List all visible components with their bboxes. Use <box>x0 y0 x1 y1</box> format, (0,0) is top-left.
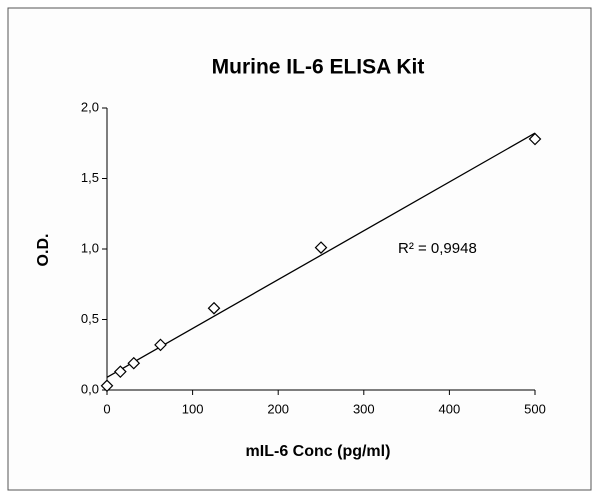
data-point <box>154 338 167 352</box>
data-point <box>100 379 114 393</box>
x-tick-label: 0 <box>103 401 110 416</box>
y-tick-label: 0,5 <box>81 311 99 326</box>
data-point <box>114 365 127 379</box>
y-tick-label: 2,0 <box>81 99 99 114</box>
chart-title: Murine IL-6 ELISA Kit <box>212 56 425 79</box>
y-axis-title: O.D. <box>35 234 52 267</box>
data-point <box>127 356 141 370</box>
data-point <box>528 132 542 146</box>
y-tick-label: 0,0 <box>81 381 99 396</box>
x-tick-label: 500 <box>524 401 546 416</box>
data-point <box>314 241 328 254</box>
r-squared-annotation: R² = 0,9948 <box>398 240 477 257</box>
x-tick-label: 400 <box>439 401 461 416</box>
trendline <box>106 132 536 378</box>
x-axis-title: mIL-6 Conc (pg/ml) <box>246 443 391 460</box>
y-tick-label: 1,0 <box>81 240 99 255</box>
x-tick-label: 100 <box>182 401 204 416</box>
data-point <box>207 301 221 315</box>
x-tick-label: 200 <box>267 401 289 416</box>
x-tick-label: 300 <box>353 401 375 416</box>
y-tick-label: 1,5 <box>81 170 99 185</box>
